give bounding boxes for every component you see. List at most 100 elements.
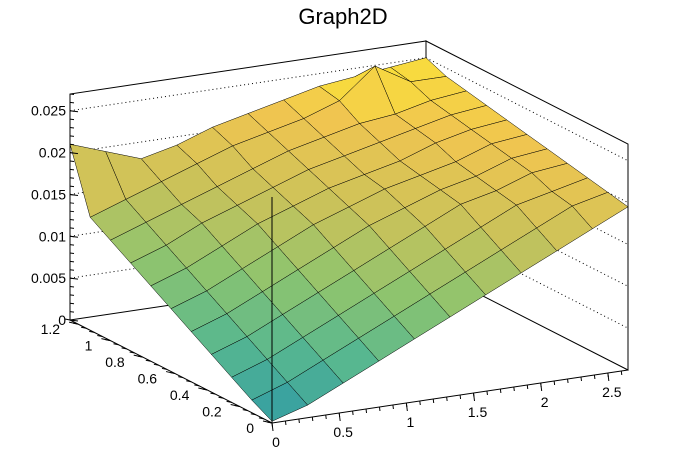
z-minor-tick [69, 101, 75, 104]
z-minor-tick [69, 110, 75, 112]
grid-line-right [425, 182, 629, 287]
y-tick-label: 0 [246, 420, 254, 436]
z-minor-tick [69, 252, 75, 255]
y-minor-tick [113, 343, 119, 346]
x-minor-tick [459, 394, 462, 400]
z-minor-tick [69, 135, 75, 137]
z-minor-tick [69, 93, 75, 95]
y-minor-tick [178, 376, 184, 379]
x-minor-tick [271, 422, 273, 428]
y-tick-label: 1 [85, 338, 93, 354]
z-minor-tick [69, 210, 75, 213]
z-minor-tick [69, 227, 75, 229]
x-tick-label: 1 [406, 414, 414, 430]
z-minor-tick [69, 126, 75, 129]
y-minor-tick [169, 372, 176, 375]
y-minor-tick [266, 421, 273, 424]
z-tick-label: 0 [58, 312, 66, 328]
x-tick-label: 2 [541, 394, 549, 410]
x-minor-tick [365, 408, 368, 414]
y-minor-tick [218, 396, 224, 399]
x-tick-label: 0.5 [333, 424, 353, 440]
y-tick-label: 0.4 [170, 387, 190, 403]
z-minor-tick [69, 177, 75, 179]
x-minor-tick [607, 372, 609, 378]
x-minor-tick [567, 378, 569, 384]
axis-ticks: 0 0.005 0.01 0.015 0.02 0.025 0 0.2 0.4 0.6 0.8 1 1.… [31, 93, 623, 450]
x-minor-tick [473, 392, 475, 398]
y-minor-tick [234, 405, 240, 408]
y-minor-tick [129, 351, 135, 354]
x-minor-tick [338, 412, 341, 418]
x-minor-tick [298, 418, 300, 424]
z-minor-tick [69, 260, 75, 263]
x-minor-tick [593, 374, 596, 380]
y-minor-tick [210, 392, 216, 395]
grid-line-right [425, 57, 629, 162]
z-minor-tick [69, 269, 75, 271]
y-tick-label: 0.2 [202, 404, 222, 420]
y-minor-tick [121, 347, 127, 350]
z-minor-tick [69, 185, 75, 188]
z-minor-tick [69, 302, 75, 305]
y-minor-tick [145, 359, 151, 362]
y-minor-tick [97, 334, 103, 337]
y-minor-tick [72, 322, 79, 325]
y-tick-label: 0.8 [105, 354, 125, 370]
z-tick-label: 0.005 [31, 270, 66, 286]
z-minor-tick [69, 152, 75, 154]
surface-cell [251, 382, 308, 422]
chart-title: Graph2D [298, 4, 387, 29]
x-tick-label: 1.5 [468, 404, 488, 420]
y-minor-tick [186, 380, 192, 383]
surface-mesh [69, 57, 629, 422]
x-minor-tick [419, 400, 421, 406]
x-minor-tick [311, 416, 314, 422]
z-minor-tick [69, 143, 75, 146]
z-tick-label: 0.025 [31, 103, 66, 119]
z-minor-tick [69, 160, 75, 162]
x-minor-tick [284, 420, 287, 426]
x-tick-label: 0 [272, 434, 280, 450]
y-tick-label: 0.6 [138, 371, 158, 387]
x-minor-tick [392, 404, 394, 410]
z-minor-tick [69, 235, 75, 238]
x-minor-tick [352, 410, 354, 416]
x-minor-tick [620, 370, 623, 376]
y-minor-tick [161, 367, 168, 370]
z-tick-label: 0.015 [31, 186, 66, 202]
x-minor-tick [432, 398, 435, 404]
z-minor-tick [69, 118, 75, 121]
x-minor-tick [378, 406, 381, 412]
z-minor-tick [69, 244, 75, 246]
x-minor-tick [446, 396, 448, 402]
z-tick-label: 0.02 [39, 145, 66, 161]
y-minor-tick [81, 326, 87, 329]
z-minor-tick [69, 202, 75, 204]
y-minor-tick [64, 318, 71, 321]
z-minor-tick [69, 193, 75, 196]
y-minor-tick [226, 400, 232, 403]
x-tick-label: 2.5 [602, 384, 622, 400]
x-minor-tick [513, 386, 515, 392]
y-minor-tick [153, 363, 159, 366]
x-minor-tick [325, 414, 327, 420]
z-minor-tick [69, 219, 75, 221]
grid-line-right [425, 224, 629, 329]
y-tick-label: 1.2 [41, 321, 61, 337]
y-minor-tick [89, 330, 95, 333]
y-minor-tick [137, 355, 143, 358]
y-minor-tick [250, 413, 256, 416]
y-minor-tick [258, 417, 265, 420]
z-minor-tick [69, 277, 75, 280]
x-minor-tick [580, 376, 582, 382]
z-minor-tick [69, 286, 75, 288]
x-minor-tick [499, 388, 502, 394]
x-minor-tick [405, 402, 408, 408]
y-minor-tick [194, 384, 200, 387]
y-minor-tick [202, 388, 208, 391]
z-minor-tick [69, 168, 75, 171]
x-minor-tick [540, 382, 542, 388]
z-minor-tick [69, 319, 75, 321]
